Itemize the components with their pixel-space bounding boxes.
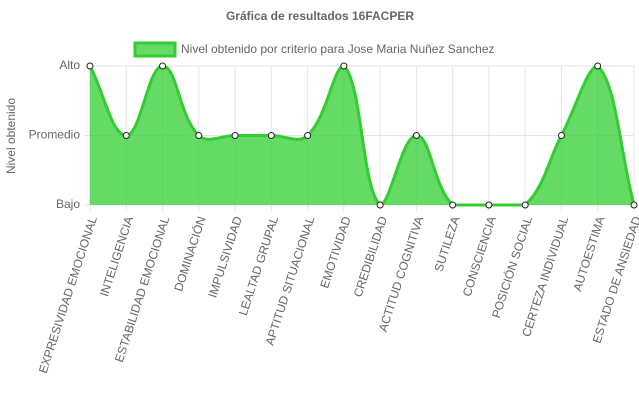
x-tick-label: EXPRESIVIDAD EMOCIONAL bbox=[36, 214, 100, 375]
point bbox=[557, 132, 565, 139]
x-tick-label: IMPULSIVIDAD bbox=[205, 214, 245, 299]
point bbox=[195, 132, 203, 139]
point bbox=[267, 132, 275, 139]
point bbox=[485, 201, 493, 209]
point bbox=[594, 62, 602, 70]
point bbox=[340, 62, 348, 70]
point bbox=[521, 201, 529, 209]
x-tick-label: AUTOESTIMA bbox=[570, 215, 607, 293]
y-tick-label: Alto bbox=[59, 58, 80, 72]
x-tick-label: SUTILEZA bbox=[431, 215, 462, 274]
x-tick-label: CONSCIENCIA bbox=[460, 215, 499, 299]
point bbox=[304, 132, 312, 139]
point bbox=[86, 62, 94, 70]
x-tick-label: LEALTAD GRUPAL bbox=[236, 214, 281, 317]
x-tick-label: DOMINACIÓN bbox=[170, 214, 208, 293]
legend-label: Nivel obtenido por criterio para Jose Ma… bbox=[181, 42, 495, 56]
point bbox=[449, 201, 457, 209]
y-tick-label: Promedio bbox=[29, 128, 81, 142]
y-axis-label: Nivel obtenido bbox=[4, 98, 18, 174]
point bbox=[376, 201, 384, 209]
point bbox=[630, 201, 638, 209]
x-tick-label: EMOTIVIDAD bbox=[317, 214, 353, 290]
point bbox=[122, 132, 130, 139]
point bbox=[412, 132, 420, 139]
x-tick-label: INTELIGENCIA bbox=[97, 215, 136, 299]
x-tick-label: CREDIBILIDAD bbox=[351, 214, 390, 299]
line bbox=[88, 64, 636, 207]
point bbox=[159, 62, 167, 70]
chart-title: Gráfica de resultados 16FACPER bbox=[226, 9, 414, 23]
legend-swatch bbox=[133, 41, 177, 58]
point bbox=[231, 132, 239, 139]
y-tick-label: Bajo bbox=[56, 197, 80, 211]
